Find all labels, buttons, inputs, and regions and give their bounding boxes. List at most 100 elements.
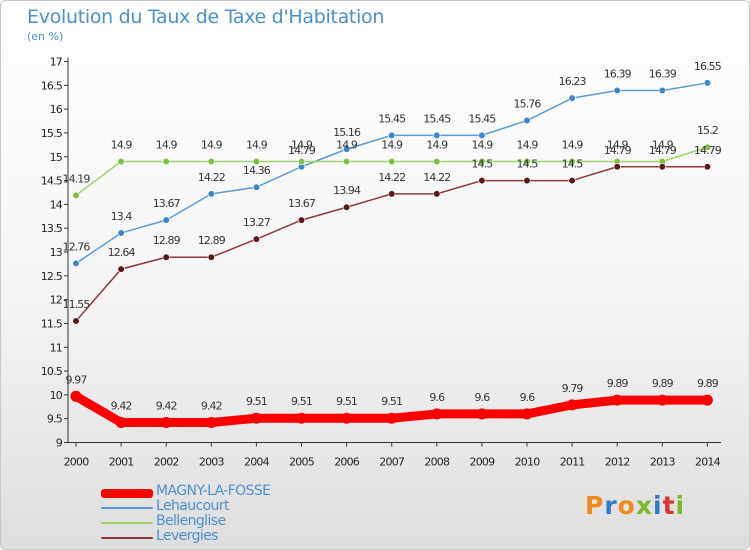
data-point-magny-la-fosse — [431, 408, 443, 420]
data-label-magny-la-fosse: 9.51 — [336, 395, 357, 408]
data-point-levergies — [478, 176, 486, 185]
data-label-levergies: 12.89 — [153, 234, 181, 247]
x-tick-label: 2007 — [379, 456, 405, 469]
data-label-lehaucourt: 14.22 — [198, 171, 225, 184]
data-point-levergies — [568, 176, 576, 185]
data-point-lehaucourt — [162, 216, 170, 224]
data-label-bellenglise: 14.9 — [111, 139, 133, 152]
data-point-levergies — [343, 203, 351, 211]
data-point-levergies — [207, 253, 215, 261]
y-tick-label: 17 — [50, 56, 63, 69]
data-point-magny-la-fosse — [341, 412, 353, 424]
data-point-magny-la-fosse — [656, 394, 668, 406]
data-point-levergies — [523, 176, 531, 185]
data-point-levergies — [162, 253, 170, 261]
data-label-lehaucourt: 14.79 — [288, 144, 316, 157]
y-tick-label: 11 — [50, 341, 62, 354]
data-label-lehaucourt: 15.16 — [333, 126, 361, 139]
y-tick-label: 14.5 — [41, 175, 63, 188]
data-label-levergies: 14.79 — [604, 144, 632, 157]
data-point-bellenglise — [433, 157, 441, 166]
data-point-lehaucourt — [433, 131, 441, 139]
data-point-lehaucourt — [703, 79, 712, 87]
unit-label: (en %) — [27, 30, 64, 43]
data-point-lehaucourt — [613, 86, 621, 95]
legend-label-magny: MAGNY-LA-FOSSE — [156, 483, 271, 499]
legend-swatch-lehaucourt — [101, 507, 153, 509]
data-label-bellenglise: 14.9 — [562, 139, 584, 152]
data-label-bellenglise: 14.9 — [471, 139, 493, 152]
y-tick-label: 10.5 — [41, 365, 63, 378]
x-tick-label: 2009 — [470, 456, 496, 469]
y-tick-label: 13.5 — [41, 222, 63, 235]
data-point-magny-la-fosse — [115, 416, 127, 428]
data-label-lehaucourt: 16.39 — [649, 68, 677, 81]
data-point-levergies — [388, 190, 396, 198]
data-label-lehaucourt: 13.67 — [153, 197, 181, 210]
legend-swatch-magny — [101, 489, 153, 498]
y-tick-label: 9.5 — [47, 413, 63, 426]
data-point-bellenglise — [207, 157, 215, 166]
legend-label-lehaucourt: Lehaucourt — [156, 498, 229, 514]
data-label-lehaucourt: 16.39 — [604, 68, 632, 81]
data-label-levergies: 14.79 — [694, 144, 722, 157]
data-point-bellenglise — [162, 157, 170, 166]
series-levergies: 11.55 12.64 12.89 12.89 13.27 13.67 13.94 14.22… — [63, 144, 723, 325]
data-label-magny-la-fosse: 9.42 — [201, 399, 222, 412]
proxiti-logo: Proxiti — [585, 491, 686, 520]
data-point-levergies — [72, 317, 80, 325]
x-tick-label: 2012 — [605, 456, 630, 469]
data-label-bellenglise: 15.2 — [697, 124, 718, 137]
data-label-levergies: 14.22 — [423, 171, 450, 184]
x-tick-label: 2008 — [424, 456, 450, 469]
data-label-levergies: 13.27 — [243, 216, 271, 229]
data-point-magny-la-fosse — [476, 408, 488, 420]
data-point-bellenglise — [72, 191, 80, 199]
data-label-bellenglise: 14.9 — [291, 139, 313, 152]
data-label-levergies: 13.94 — [333, 184, 361, 197]
data-point-bellenglise — [568, 157, 576, 166]
x-tick-label: 2003 — [199, 456, 225, 469]
data-point-magny-la-fosse — [160, 416, 172, 428]
data-label-bellenglise: 14.9 — [426, 139, 448, 152]
data-label-lehaucourt: 12.76 — [63, 240, 91, 253]
x-tick-label: 2010 — [515, 456, 541, 469]
data-label-magny-la-fosse: 9.89 — [652, 377, 674, 390]
data-point-magny-la-fosse — [701, 394, 713, 406]
data-label-magny-la-fosse: 9.89 — [697, 377, 719, 390]
data-label-bellenglise: 14.9 — [246, 139, 268, 152]
x-tick-label: 2004 — [244, 456, 270, 469]
data-label-lehaucourt: 15.76 — [514, 98, 542, 111]
data-point-lehaucourt — [388, 131, 396, 139]
x-tick-label: 2005 — [289, 456, 315, 469]
data-label-magny-la-fosse: 9.6 — [475, 391, 491, 404]
legend-label-levergies: Levergies — [156, 528, 218, 544]
data-point-magny-la-fosse — [296, 412, 307, 424]
data-point-magny-la-fosse — [250, 412, 262, 424]
data-label-bellenglise: 14.9 — [607, 139, 629, 152]
data-point-levergies — [117, 265, 125, 273]
x-tick-label: 2006 — [334, 456, 360, 469]
data-point-magny-la-fosse — [521, 408, 533, 420]
data-point-lehaucourt — [117, 229, 125, 237]
y-tick-label: 15 — [50, 151, 63, 164]
series-lehaucourt: 12.76 13.4 13.67 14.22 14.36 14.79 15.16 15.45 1… — [63, 60, 723, 268]
x-tick-label: 2002 — [154, 456, 179, 469]
data-point-lehaucourt — [658, 86, 666, 95]
data-point-magny-la-fosse — [386, 412, 398, 424]
series-layer: 12.76 13.4 13.67 14.22 14.36 14.79 15.16 15.45 1… — [63, 60, 723, 428]
data-label-magny-la-fosse: 9.89 — [607, 377, 629, 390]
y-tick-label: 16 — [50, 103, 63, 116]
data-point-lehaucourt — [343, 145, 351, 153]
data-label-bellenglise: 14.19 — [63, 172, 91, 185]
y-tick-label: 16.5 — [41, 79, 63, 92]
data-point-lehaucourt — [72, 259, 80, 268]
y-tick-label: 12.5 — [41, 270, 63, 283]
data-point-levergies — [658, 163, 666, 171]
data-label-levergies: 12.64 — [108, 246, 136, 259]
y-tick-label: 14 — [50, 198, 63, 211]
data-point-levergies — [703, 163, 712, 171]
data-label-levergies: 14.5 — [562, 158, 584, 171]
